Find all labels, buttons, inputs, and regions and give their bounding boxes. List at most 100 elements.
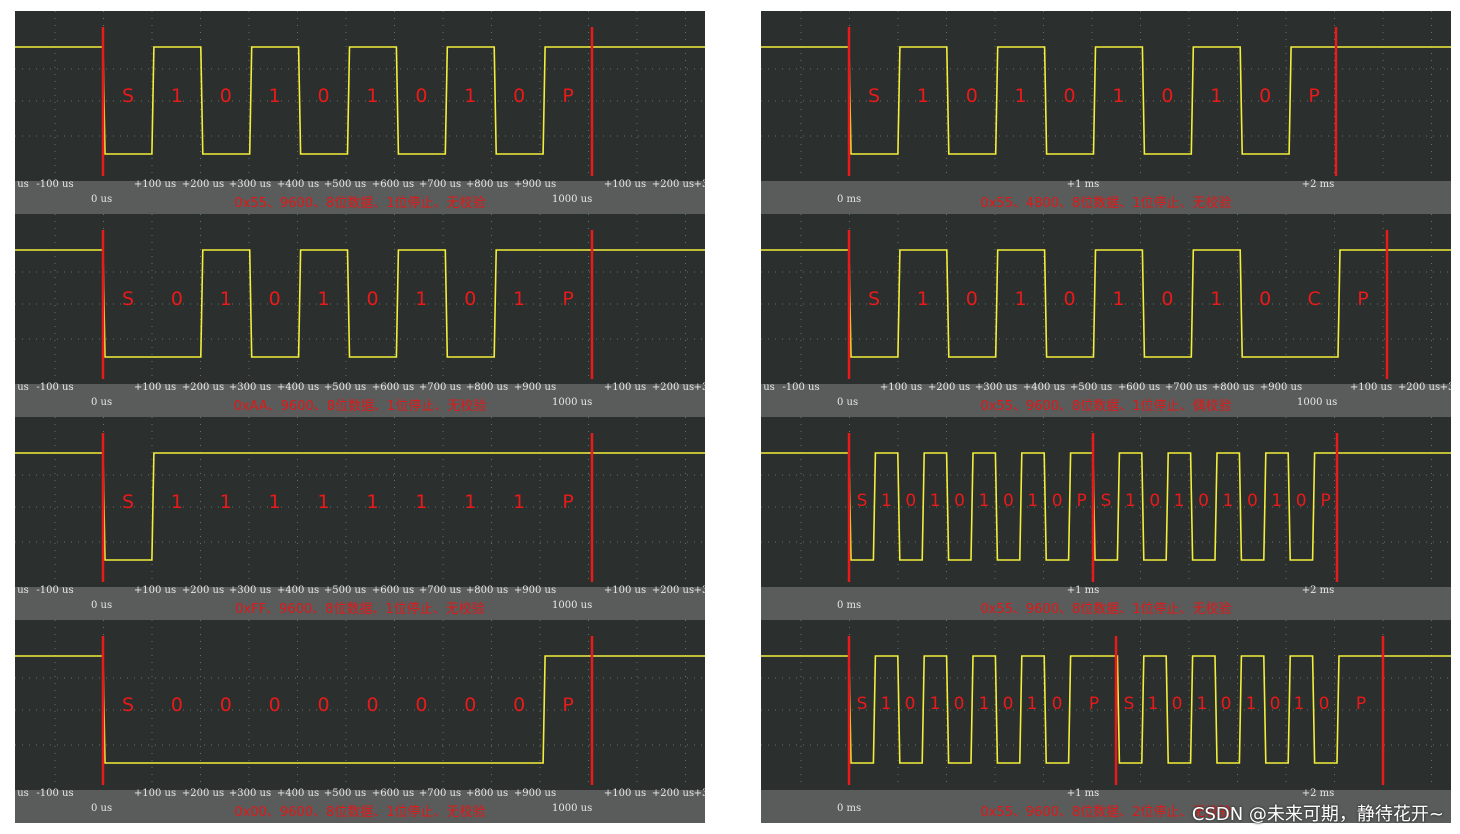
bit-label: 0 xyxy=(965,288,978,310)
time-tick-label: +300 us xyxy=(974,382,1018,393)
bit-label: 1 xyxy=(464,491,477,513)
bit-label: 1 xyxy=(880,491,892,511)
time-tick-label: +600 us xyxy=(371,585,415,596)
bit-label: 0 xyxy=(268,288,281,310)
waveform-canvas xyxy=(761,11,1451,179)
time-axis-ticks: us -100 us +100 us +200 us +300 us +400 us +50… xyxy=(15,585,705,599)
waveform-canvas xyxy=(15,417,705,585)
time-tick-label: +100 us xyxy=(603,788,647,799)
waveform-panel-0x55-9600-2stop: +1 ms +2 ms 0 ms 0x55、9600、8位数据、2位停止、无校验 S 1 0… xyxy=(761,620,1451,823)
bit-label: 0 xyxy=(1259,288,1272,310)
waveform-canvas xyxy=(15,214,705,382)
bit-label: 0 xyxy=(464,288,477,310)
bit-label: 1 xyxy=(268,491,281,513)
time-tick-label: +500 us xyxy=(323,585,367,596)
bit-label: 0 xyxy=(170,694,183,716)
time-tick-label: +600 us xyxy=(371,382,415,393)
origin-label: 0 us xyxy=(91,397,113,408)
time-tick-label: +300 us xyxy=(228,382,272,393)
time-tick-label: -100 us xyxy=(782,382,820,393)
bit-label: 0 xyxy=(1198,491,1210,511)
time-tick-label: +100 us xyxy=(879,382,923,393)
waveform-canvas xyxy=(761,417,1451,585)
bit-label: 0 xyxy=(1149,491,1161,511)
bit-label: P xyxy=(562,288,574,310)
time-tick-label: +400 us xyxy=(276,179,320,190)
end-time-label: 1000 us xyxy=(552,397,593,408)
bit-label: 0 xyxy=(905,491,917,511)
bit-label: 0 xyxy=(1002,694,1014,714)
time-tick-label: +100 us xyxy=(603,382,647,393)
bit-label: 1 xyxy=(1112,288,1125,310)
bit-label: 1 xyxy=(415,288,428,310)
bit-label: 1 xyxy=(1196,694,1208,714)
time-tick-label: +700 us xyxy=(1164,382,1208,393)
bit-label: 0 xyxy=(219,694,232,716)
bit-label: 1 xyxy=(929,491,941,511)
time-tick-label: +1 ms xyxy=(1066,179,1100,190)
time-tick-label: +200 us xyxy=(181,179,225,190)
bit-label: 0 xyxy=(1171,694,1183,714)
signal-trace xyxy=(15,452,705,561)
bit-label: 0 xyxy=(1063,288,1076,310)
waveform-caption: 0xFF、9600、8位数据、1位停止、无校验 xyxy=(235,602,485,617)
bit-label: S xyxy=(867,288,881,310)
waveform-canvas xyxy=(761,214,1451,382)
bit-label: 0 xyxy=(464,694,477,716)
time-tick-label: +100 us xyxy=(603,585,647,596)
time-tick-label: +900 us xyxy=(1259,382,1303,393)
bit-label: 1 xyxy=(1271,491,1283,511)
time-tick-label: +700 us xyxy=(418,585,462,596)
bit-label: 1 xyxy=(916,85,929,107)
waveform-panel-0xAA-9600-none: us -100 us +100 us +200 us +300 us +400 us +50… xyxy=(15,214,705,417)
time-tick-label: +200 us xyxy=(651,585,695,596)
bit-label: 0 xyxy=(965,85,978,107)
time-tick-label: +200 us xyxy=(651,788,695,799)
bit-label: 0 xyxy=(1220,694,1232,714)
time-tick-label: +100 us xyxy=(133,585,177,596)
bit-label: P xyxy=(1320,491,1331,511)
bit-label: P xyxy=(1308,85,1320,107)
bit-label: 1 xyxy=(464,85,477,107)
bit-label: S xyxy=(1100,491,1112,511)
time-axis-ticks: us -100 us +100 us +200 us +300 us +400 us +50… xyxy=(761,382,1451,396)
signal-trace xyxy=(761,655,1451,764)
signal-trace xyxy=(15,655,705,764)
time-axis-strip xyxy=(761,384,1451,417)
bit-label: 1 xyxy=(170,85,183,107)
time-tick-label: +900 us xyxy=(513,179,557,190)
bit-label: 1 xyxy=(1124,491,1136,511)
bit-label: 1 xyxy=(366,85,379,107)
time-tick-label: +300 us xyxy=(228,179,272,190)
time-axis-ticks: +1 ms +2 ms xyxy=(761,585,1451,599)
bit-label: 1 xyxy=(219,288,232,310)
time-tick-label: +800 us xyxy=(465,179,509,190)
end-time-label: 1000 us xyxy=(552,194,593,205)
bit-label: 1 xyxy=(1014,288,1027,310)
signal-trace xyxy=(15,249,705,358)
bit-label: 1 xyxy=(1210,288,1223,310)
time-tick-label: +100 us xyxy=(1349,382,1393,393)
bit-label: 1 xyxy=(1147,694,1159,714)
time-tick-label: +300 us xyxy=(228,788,272,799)
time-tick-label: +2 ms xyxy=(1301,788,1335,799)
time-tick-label: +200 us xyxy=(181,382,225,393)
time-tick-label: +200 us xyxy=(651,382,695,393)
time-axis-ticks: us -100 us +100 us +200 us +300 us +400 us +50… xyxy=(15,179,705,193)
bit-label: S xyxy=(1123,694,1135,714)
time-tick-label: +100 us xyxy=(603,179,647,190)
bit-label: 1 xyxy=(916,288,929,310)
time-tick-label: -100 us xyxy=(36,179,74,190)
bit-label: P xyxy=(562,491,574,513)
bit-label: 0 xyxy=(415,85,428,107)
bit-label: 0 xyxy=(1259,85,1272,107)
bit-label: P xyxy=(1355,694,1367,714)
bit-label: C xyxy=(1307,288,1321,310)
time-tick-label: +600 us xyxy=(371,179,415,190)
time-axis-strip xyxy=(761,587,1451,620)
origin-label: 0 ms xyxy=(837,600,862,611)
bit-label: 0 xyxy=(317,85,330,107)
bit-label: 0 xyxy=(1161,85,1174,107)
time-tick-label: +200 us xyxy=(181,585,225,596)
bit-label: 0 xyxy=(1246,491,1258,511)
